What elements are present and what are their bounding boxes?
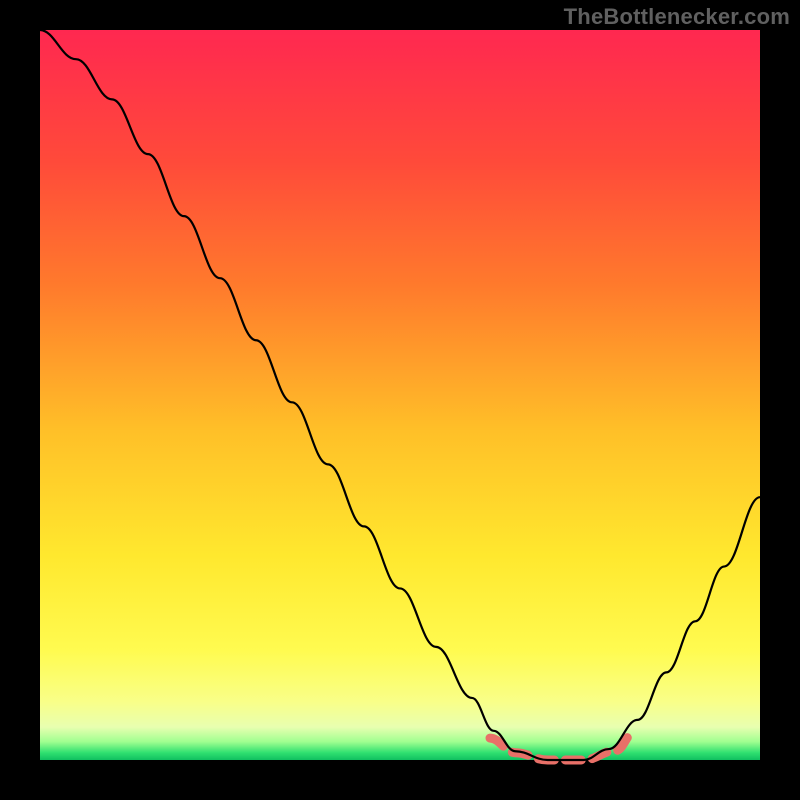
bottleneck-curve-chart xyxy=(0,0,800,800)
plot-background xyxy=(40,30,760,760)
watermark-text: TheBottlenecker.com xyxy=(564,4,790,30)
chart-container: TheBottlenecker.com xyxy=(0,0,800,800)
